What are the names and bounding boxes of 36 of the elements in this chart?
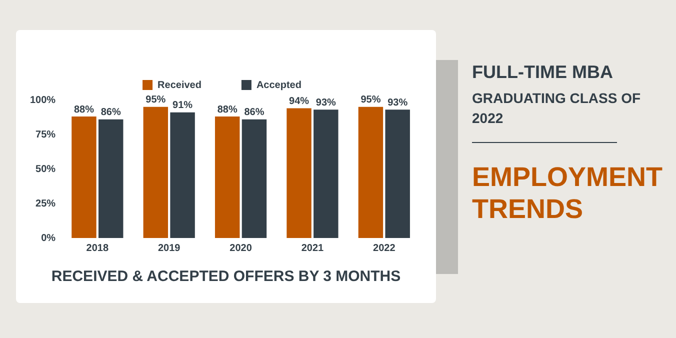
bar [385, 110, 410, 238]
x-tick-label: 2022 [373, 242, 396, 254]
data-label: 95% [146, 94, 166, 106]
y-tick-label: 100% [30, 94, 56, 106]
x-tick-label: 2019 [158, 242, 181, 254]
data-label: 86% [100, 107, 121, 118]
bar [98, 119, 124, 238]
data-label: 86% [244, 107, 264, 118]
bar [242, 119, 267, 238]
y-tick-label: 50% [36, 164, 56, 175]
data-label: 93% [316, 97, 336, 108]
bar [314, 110, 338, 238]
x-tick-label: 2021 [301, 242, 324, 254]
data-label: 94% [289, 96, 310, 108]
x-tick-label: 2020 [230, 242, 252, 254]
y-tick-label: 25% [36, 198, 56, 210]
data-label: 88% [217, 104, 238, 116]
bar [72, 116, 96, 238]
text: FULL-TIME MBA [472, 61, 614, 84]
bar [170, 112, 195, 238]
y-tick-label: 0% [41, 232, 56, 244]
legend-label: Accepted [256, 80, 302, 91]
text: GRADUATING CLASS OF 2022 [472, 89, 642, 128]
legend-label: Received [158, 80, 202, 91]
bar [286, 108, 312, 238]
data-label: 91% [172, 100, 193, 112]
x-tick-label: 2018 [86, 242, 109, 254]
data-label: 95% [360, 94, 381, 106]
text: EMPLOYMENT TRENDS [472, 161, 663, 225]
data-label: 93% [388, 97, 408, 108]
bar [214, 116, 240, 238]
y-tick-label: 75% [36, 129, 56, 140]
data-label: 88% [74, 104, 94, 116]
bar [358, 106, 384, 238]
x-axis-title: RECEIVED & ACCEPTED OFFERS BY 3 MONTHS [50, 268, 402, 285]
bar [143, 106, 168, 238]
